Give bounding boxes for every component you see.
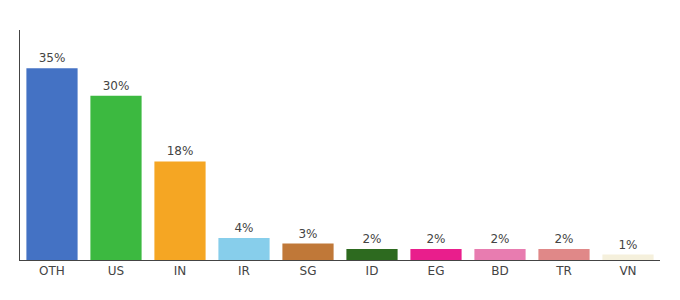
svg-text:TR: TR	[555, 264, 572, 278]
svg-text:2%: 2%	[426, 232, 445, 246]
svg-text:IN: IN	[174, 264, 187, 278]
svg-text:VN: VN	[619, 264, 636, 278]
svg-text:OTH: OTH	[39, 264, 65, 278]
svg-text:1%: 1%	[618, 238, 637, 252]
svg-text:30%: 30%	[103, 79, 130, 93]
svg-text:US: US	[108, 264, 124, 278]
svg-text:2%: 2%	[362, 232, 381, 246]
svg-text:EG: EG	[428, 264, 445, 278]
svg-text:BD: BD	[491, 264, 508, 278]
svg-text:2%: 2%	[554, 232, 573, 246]
svg-text:ID: ID	[366, 264, 379, 278]
svg-text:IR: IR	[238, 264, 250, 278]
svg-text:2%: 2%	[490, 232, 509, 246]
svg-text:4%: 4%	[234, 221, 253, 235]
svg-text:3%: 3%	[298, 227, 317, 241]
svg-text:18%: 18%	[167, 144, 194, 158]
svg-text:35%: 35%	[39, 51, 66, 65]
svg-text:SG: SG	[300, 264, 317, 278]
